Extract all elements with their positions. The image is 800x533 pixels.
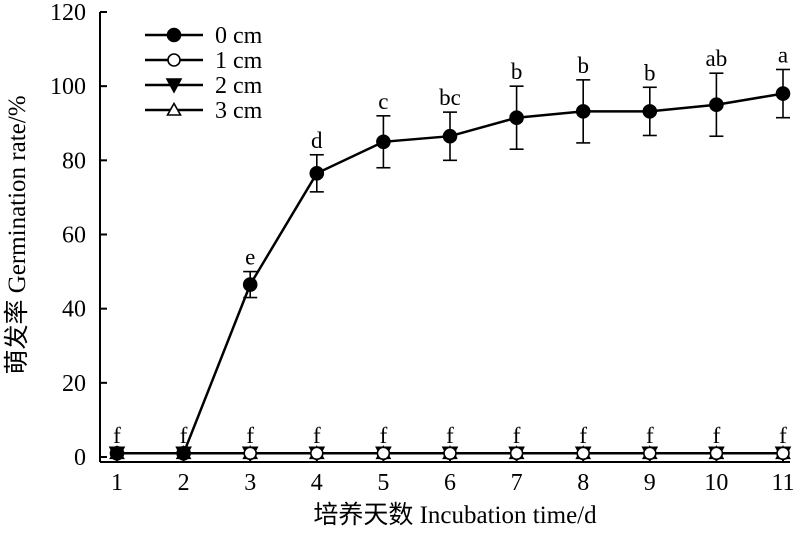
sig-label-bottom-4: f xyxy=(313,423,321,448)
sig-label-bottom-2: f xyxy=(180,423,188,448)
legend-label-0cm: 0 cm xyxy=(215,23,263,49)
marker-0cm-11 xyxy=(775,86,791,101)
marker-1cm-5 xyxy=(376,446,391,461)
marker-0cm-4 xyxy=(309,166,325,181)
legend-marker-0cm xyxy=(166,27,182,43)
sig-label-top-3: e xyxy=(245,245,255,270)
marker-0cm-7 xyxy=(509,110,524,125)
sig-label-bottom-10: f xyxy=(713,423,721,448)
sig-label-bottom-9: f xyxy=(646,423,654,448)
significance-labels: f f e f d f c f bc f b f b f b f ab f a f xyxy=(113,42,788,448)
marker-1cm-8 xyxy=(576,446,591,461)
x-tick-label-9: 9 xyxy=(644,470,656,496)
marker-0cm-10 xyxy=(709,97,724,113)
x-tick-label-6: 6 xyxy=(444,470,456,496)
x-tick-label-11: 11 xyxy=(771,470,794,496)
legend-marker-3cm xyxy=(166,101,182,116)
y-tick-label-60: 60 xyxy=(62,223,86,249)
marker-1cm-6 xyxy=(443,446,457,461)
sig-label-top-11: a xyxy=(778,42,788,67)
y-tick-label-100: 100 xyxy=(50,74,86,100)
marker-0cm-8 xyxy=(575,104,591,119)
sig-label-bottom-6: f xyxy=(446,423,454,448)
ticks xyxy=(100,11,784,462)
sig-label-bottom-11: f xyxy=(779,423,787,448)
marker-1cm-11 xyxy=(776,446,790,461)
legend: 0 cm1 cm2 cm3 cm xyxy=(145,23,263,124)
legend-marker-1cm xyxy=(167,53,181,67)
tick-labels: 1 2 3 4 5 6 7 8 9 10 11 0 20 40 60 80 100 120 xyxy=(50,0,795,496)
x-tick-label-8: 8 xyxy=(577,470,589,496)
x-tick-label-1: 1 xyxy=(111,470,123,496)
sig-label-bottom-7: f xyxy=(513,423,521,448)
marker-0cm-3 xyxy=(242,277,258,292)
sig-label-top-5: c xyxy=(378,89,388,114)
x-tick-label-5: 5 xyxy=(377,470,389,496)
sig-label-top-7: b xyxy=(511,59,523,84)
sig-label-bottom-1: f xyxy=(113,423,121,448)
y-tick-label-0: 0 xyxy=(74,445,86,471)
marker-1cm-10 xyxy=(709,446,724,461)
marker-0cm-2 xyxy=(176,445,191,461)
marker-0cm-5 xyxy=(376,134,391,150)
sig-label-bottom-5: f xyxy=(380,423,388,448)
legend-label-2cm: 2 cm xyxy=(215,73,263,99)
marker-1cm-9 xyxy=(642,446,657,461)
legend-label-1cm: 1 cm xyxy=(215,48,263,74)
x-tick-label-10: 10 xyxy=(704,470,728,496)
legend-marker-2cm xyxy=(165,78,183,94)
y-tick-label-40: 40 xyxy=(62,297,86,323)
markers xyxy=(108,86,792,462)
sig-label-top-8: b xyxy=(577,53,589,78)
x-tick-label-2: 2 xyxy=(178,470,190,496)
sig-label-top-4: d xyxy=(311,128,323,153)
sig-label-bottom-3: f xyxy=(246,423,254,448)
x-tick-label-3: 3 xyxy=(244,470,256,496)
x-axis-title: 培养天数 Incubation time/d xyxy=(313,501,597,529)
marker-1cm-4 xyxy=(309,446,324,461)
marker-0cm-1 xyxy=(109,445,125,461)
sig-label-top-9: b xyxy=(644,60,656,85)
sig-label-top-10: ab xyxy=(706,46,728,71)
marker-0cm-9 xyxy=(642,104,658,119)
axes xyxy=(99,12,790,463)
marker-1cm-7 xyxy=(509,446,524,461)
y-tick-label-20: 20 xyxy=(62,371,86,397)
sig-label-bottom-8: f xyxy=(579,423,587,448)
y-tick-label-120: 120 xyxy=(50,0,86,26)
sig-label-top-6: bc xyxy=(439,85,461,110)
x-tick-label-7: 7 xyxy=(511,470,523,496)
error-bars xyxy=(243,68,790,299)
y-axis-title: 萌发率 Germination rate/% xyxy=(3,95,31,374)
marker-0cm-6 xyxy=(442,128,458,144)
y-tick-label-80: 80 xyxy=(62,148,86,174)
marker-1cm-3 xyxy=(243,446,257,461)
legend-label-3cm: 3 cm xyxy=(215,98,263,124)
x-tick-label-4: 4 xyxy=(311,470,323,496)
